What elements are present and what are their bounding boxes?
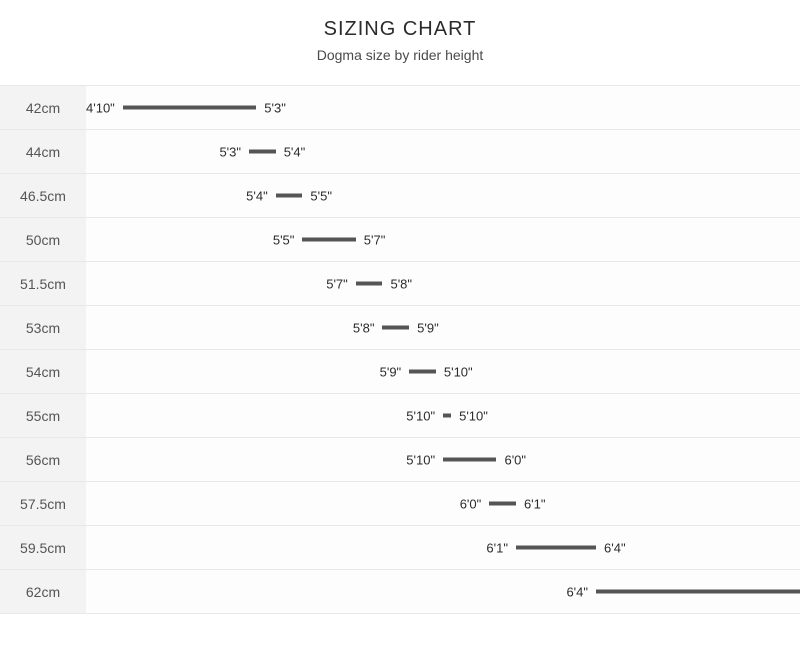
height-range: 4'10" 5'3" <box>86 100 286 115</box>
size-row: 51.5cm 5'7" 5'8" <box>0 262 800 306</box>
range-min-label: 5'10" <box>406 452 435 467</box>
range-plot: 6'1" 6'4" <box>86 526 800 569</box>
size-label: 42cm <box>0 86 86 129</box>
range-max-label: 6'0" <box>504 452 526 467</box>
size-row: 42cm4'10" 5'3" <box>0 86 800 130</box>
size-row: 59.5cm 6'1" 6'4" <box>0 526 800 570</box>
range-bar <box>123 106 256 110</box>
range-plot: 6'4"7'0" <box>86 570 800 613</box>
height-range: 5'3" 5'4" <box>219 144 305 159</box>
range-bar <box>276 194 303 198</box>
range-min-label: 5'8" <box>353 320 375 335</box>
range-max-label: 5'7" <box>364 232 386 247</box>
range-min-label: 4'10" <box>86 100 115 115</box>
range-min-label: 6'1" <box>486 540 508 555</box>
range-bar <box>489 502 516 506</box>
size-label: 50cm <box>0 218 86 261</box>
range-bar <box>596 590 800 594</box>
size-row: 62cm 6'4"7'0" <box>0 570 800 614</box>
range-min-label: 5'7" <box>326 276 348 291</box>
range-plot: 5'10" 6'0" <box>86 438 800 481</box>
height-range: 6'1" 6'4" <box>486 540 625 555</box>
range-max-label: 6'1" <box>524 496 546 511</box>
height-range: 5'4" 5'5" <box>246 188 332 203</box>
height-range: 6'0" 6'1" <box>460 496 546 511</box>
range-max-label: 5'9" <box>417 320 439 335</box>
range-max-label: 5'10" <box>444 364 473 379</box>
range-min-label: 5'5" <box>273 232 295 247</box>
range-min-label: 5'3" <box>219 144 241 159</box>
range-plot: 5'9" 5'10" <box>86 350 800 393</box>
size-label: 51.5cm <box>0 262 86 305</box>
size-row: 56cm 5'10" 6'0" <box>0 438 800 482</box>
size-label: 62cm <box>0 570 86 613</box>
size-label: 57.5cm <box>0 482 86 525</box>
size-label: 46.5cm <box>0 174 86 217</box>
range-plot: 5'8" 5'9" <box>86 306 800 349</box>
chart-subtitle: Dogma size by rider height <box>0 47 800 63</box>
height-range: 6'4"7'0" <box>566 584 800 599</box>
range-plot: 5'10" 5'10" <box>86 394 800 437</box>
range-min-label: 6'0" <box>460 496 482 511</box>
height-range: 5'5" 5'7" <box>273 232 386 247</box>
height-range: 5'9" 5'10" <box>380 364 473 379</box>
range-plot: 6'0" 6'1" <box>86 482 800 525</box>
range-bar <box>356 282 383 286</box>
height-range: 5'10" 5'10" <box>406 408 488 423</box>
chart-title: SIZING CHART <box>0 18 800 41</box>
size-label: 59.5cm <box>0 526 86 569</box>
range-bar <box>409 370 436 374</box>
size-row: 44cm 5'3" 5'4" <box>0 130 800 174</box>
size-label: 53cm <box>0 306 86 349</box>
range-bar <box>443 414 451 418</box>
range-plot: 5'5" 5'7" <box>86 218 800 261</box>
size-row: 54cm 5'9" 5'10" <box>0 350 800 394</box>
range-max-label: 5'5" <box>310 188 332 203</box>
size-row: 53cm 5'8" 5'9" <box>0 306 800 350</box>
size-row: 55cm 5'10" 5'10" <box>0 394 800 438</box>
range-max-label: 5'3" <box>264 100 286 115</box>
range-max-label: 5'8" <box>390 276 412 291</box>
sizing-chart-container: SIZING CHART Dogma size by rider height … <box>0 0 800 614</box>
range-bar <box>302 238 355 242</box>
size-label: 55cm <box>0 394 86 437</box>
range-max-label: 5'10" <box>459 408 488 423</box>
height-range: 5'7" 5'8" <box>326 276 412 291</box>
range-plot: 5'7" 5'8" <box>86 262 800 305</box>
range-min-label: 6'4" <box>566 584 588 599</box>
height-range: 5'8" 5'9" <box>353 320 439 335</box>
sizing-chart: 42cm4'10"5'3"44cm5'3"5'4"46.5cm5'4"5'5"5… <box>0 85 800 614</box>
range-bar <box>249 150 276 154</box>
range-bar <box>516 546 596 550</box>
range-max-label: 5'4" <box>284 144 306 159</box>
height-range: 5'10" 6'0" <box>406 452 526 467</box>
range-min-label: 5'4" <box>246 188 268 203</box>
size-row: 46.5cm 5'4" 5'5" <box>0 174 800 218</box>
range-plot: 5'3" 5'4" <box>86 130 800 173</box>
range-bar <box>443 458 496 462</box>
size-row: 57.5cm 6'0" 6'1" <box>0 482 800 526</box>
size-label: 56cm <box>0 438 86 481</box>
range-bar <box>382 326 409 330</box>
range-min-label: 5'9" <box>380 364 402 379</box>
size-label: 44cm <box>0 130 86 173</box>
size-row: 50cm 5'5" 5'7" <box>0 218 800 262</box>
range-plot: 5'4" 5'5" <box>86 174 800 217</box>
size-label: 54cm <box>0 350 86 393</box>
range-max-label: 6'4" <box>604 540 626 555</box>
range-plot: 4'10" 5'3" <box>86 86 800 129</box>
range-min-label: 5'10" <box>406 408 435 423</box>
